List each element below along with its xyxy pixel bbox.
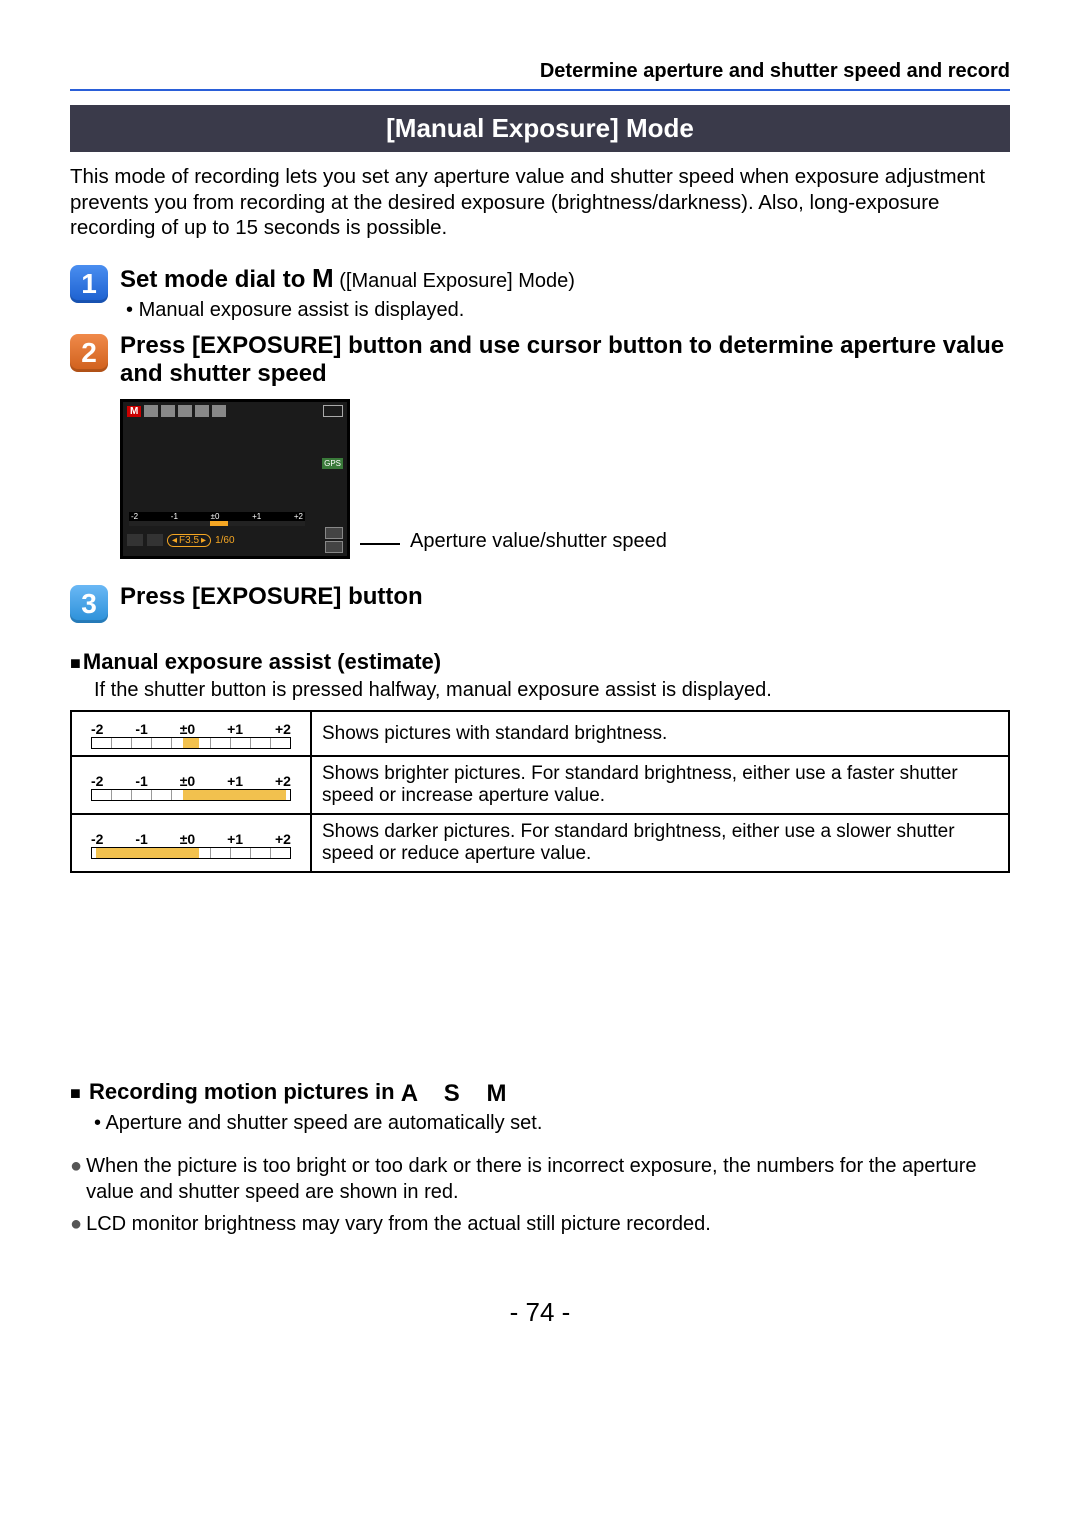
motion-bullet: Aperture and shutter speed are automatic… [94,1112,1010,1135]
note-item: ●When the picture is too bright or too d… [70,1153,1010,1205]
table-row: -2-1±0+1+2Shows pictures with standard b… [71,711,1009,756]
step-2: 2 Press [EXPOSURE] button and use cursor… [70,332,1010,390]
exposure-assist-table: -2-1±0+1+2Shows pictures with standard b… [70,710,1010,873]
lcd-mode-indicator: M [127,406,141,417]
ev-description-cell: Shows darker pictures. For standard brig… [311,814,1009,872]
step-2-heading: Press [EXPOSURE] button and use cursor b… [120,332,1010,390]
ev-description-cell: Shows brighter pictures. For standard br… [311,756,1009,814]
lcd-icon [195,405,209,417]
ev-indicator-cell: -2-1±0+1+2 [71,814,311,872]
notes-list: ●When the picture is too bright or too d… [70,1153,1010,1237]
lcd-shutter-value: 1/60 [215,535,234,546]
ev-indicator-cell: -2-1±0+1+2 [71,756,311,814]
chapter-title: Determine aperture and shutter speed and… [70,60,1010,89]
lcd-bottom-icon [147,534,163,546]
motion-heading: Recording motion pictures in A S M [70,1079,1010,1108]
assist-desc: If the shutter button is pressed halfway… [94,679,1010,702]
step-3: 3 Press [EXPOSURE] button [70,583,1010,623]
step-3-badge: 3 [70,585,108,623]
ev-description-cell: Shows pictures with standard brightness. [311,711,1009,756]
callout-line [360,543,400,545]
step-1: 1 Set mode dial to M ([Manual Exposure] … [70,263,1010,322]
lcd-zoom-icon [325,527,343,539]
manual-page: Determine aperture and shutter speed and… [0,0,1080,1368]
lcd-ev-scale: -2-1±0+1+2 [129,512,305,526]
lcd-icon [178,405,192,417]
section-intro: This mode of recording lets you set any … [70,164,1010,241]
gps-icon: GPS [322,458,343,469]
lcd-icon [212,405,226,417]
step-1-badge: 1 [70,265,108,303]
note-item: ●LCD monitor brightness may vary from th… [70,1211,1010,1237]
step-3-heading: Press [EXPOSURE] button [120,583,1010,612]
callout-label: Aperture value/shutter speed [410,530,667,559]
section-title: [Manual Exposure] Mode [70,105,1010,152]
step-2-badge: 2 [70,334,108,372]
lcd-icon [161,405,175,417]
lcd-aperture-value: ◂ F3.5 ▸ [167,534,211,547]
header-rule [70,89,1010,91]
lcd-icon [144,405,158,417]
battery-icon [323,405,343,417]
table-row: -2-1±0+1+2Shows darker pictures. For sta… [71,814,1009,872]
lcd-zoom-icon [325,541,343,553]
assist-heading: Manual exposure assist (estimate) [70,649,1010,675]
mode-m-glyph: M [312,263,334,294]
step-1-head-b: ([Manual Exposure] Mode) [334,270,575,292]
step-1-head-a: Set mode dial to [120,266,312,293]
step-1-heading: Set mode dial to M ([Manual Exposure] Mo… [120,263,1010,295]
asm-glyphs: A S M [401,1080,517,1107]
ev-indicator-cell: -2-1±0+1+2 [71,711,311,756]
table-row: -2-1±0+1+2Shows brighter pictures. For s… [71,756,1009,814]
lcd-bottom-icon [127,534,143,546]
page-number: - 74 - [70,1297,1010,1328]
camera-lcd-mock: M GPS -2-1±0+1+2 ◂ F3.5 ▸ 1/60 [120,399,350,559]
step-1-bullet: Manual exposure assist is displayed. [126,299,1010,322]
camera-screen-row: M GPS -2-1±0+1+2 ◂ F3.5 ▸ 1/60 [120,399,1010,559]
motion-heading-text: Recording motion pictures in [89,1079,401,1104]
